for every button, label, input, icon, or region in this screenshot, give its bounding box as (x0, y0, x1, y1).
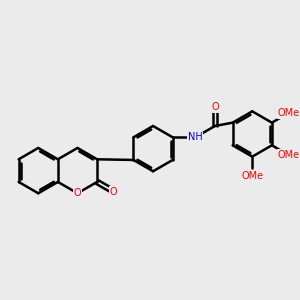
Text: O: O (211, 102, 219, 112)
Text: OMe: OMe (278, 150, 300, 160)
Text: NH: NH (188, 132, 203, 142)
Text: O: O (110, 187, 118, 196)
Text: OMe: OMe (241, 171, 263, 181)
Text: OMe: OMe (278, 108, 300, 118)
Text: O: O (74, 188, 81, 198)
